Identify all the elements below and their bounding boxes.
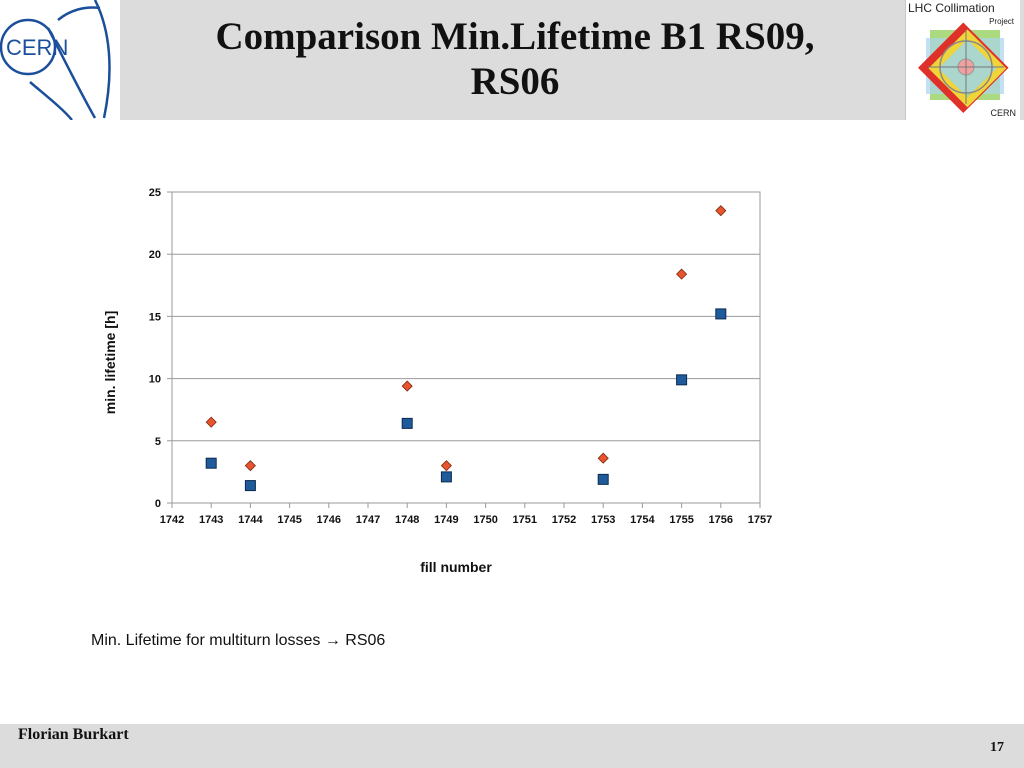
y-tick-label: 15 [149, 311, 161, 323]
slide-title: Comparison Min.Lifetime B1 RS09, RS06 [130, 14, 900, 104]
x-axis-label: fill number [420, 559, 492, 575]
series-2-square-marker [676, 374, 688, 386]
series-1-diamond-marker [597, 452, 609, 464]
x-tick-label: 1746 [317, 514, 341, 526]
lhc-logo-line1: LHC Collimation [908, 1, 995, 15]
lhc-logo-graphic [918, 22, 1009, 113]
series-1-diamond-marker [676, 268, 688, 280]
y-tick-label: 0 [155, 498, 161, 510]
x-tick-label: 1757 [748, 514, 772, 526]
x-tick-label: 1743 [199, 514, 223, 526]
x-tick-label: 1751 [513, 514, 537, 526]
series-1-diamond-marker [715, 205, 727, 217]
lhc-logo-line2: Project [989, 17, 1014, 26]
series-1-diamond-marker [205, 416, 217, 428]
x-tick-label: 1753 [591, 514, 615, 526]
x-tick-label: 1742 [160, 514, 184, 526]
y-tick-label: 5 [155, 436, 161, 448]
x-tick-label: 1744 [238, 514, 263, 526]
lifetime-scatter-chart: 0 5 10 15 20 25 1742 1743 1744 1745 1746 1747 1748 17… [95, 175, 795, 600]
header-band [0, 0, 1024, 120]
slide-title-line2: RS06 [470, 60, 560, 103]
x-tick-label: 1755 [669, 514, 693, 526]
y-tick-label: 25 [149, 187, 161, 199]
cern-logo-graphic: CERN [0, 0, 111, 121]
x-tick-label: 1745 [277, 514, 301, 526]
series-2-square-marker [401, 417, 413, 429]
lhc-collimation-logo: LHC Collimation Project CERN [905, 0, 1020, 120]
x-tick-label: 1754 [630, 514, 655, 526]
plot-area [171, 191, 761, 504]
x-tick-label: 1748 [395, 514, 419, 526]
y-tick-label: 20 [149, 249, 161, 261]
footer-band: Florian Burkart 17 [0, 724, 1024, 768]
x-tick-label: 1749 [434, 514, 458, 526]
author-name: Florian Burkart [18, 726, 129, 743]
series-2-square-marker [244, 480, 256, 492]
series-1-diamond-marker [440, 460, 452, 472]
series-1-diamond-marker [244, 460, 256, 472]
cern-logo-text: CERN [6, 35, 68, 60]
series-2-square-marker [205, 457, 217, 469]
page-number: 17 [990, 740, 1004, 755]
x-tick-label: 1747 [356, 514, 380, 526]
chart-svg: 0 5 10 15 20 25 1742 1743 1744 1745 1746 1747 1748 17… [102, 187, 772, 575]
x-tick-label: 1756 [709, 514, 733, 526]
caption-text: Min. Lifetime for multiturn losses → RS0… [91, 632, 386, 649]
lhc-logo-line3: CERN [990, 108, 1016, 118]
series-2-square-marker [440, 471, 452, 483]
y-tick-label: 10 [149, 374, 161, 386]
slide-title-line1: Comparison Min.Lifetime B1 RS09, [215, 15, 815, 58]
cern-logo: CERN [0, 0, 120, 121]
x-tick-label: 1750 [473, 514, 497, 526]
series-2-square-marker [597, 473, 609, 485]
series-1-diamond-marker [401, 380, 413, 392]
series-2-square-marker [715, 308, 727, 320]
y-axis-label: min. lifetime [h] [102, 311, 118, 414]
x-tick-label: 1752 [552, 514, 576, 526]
